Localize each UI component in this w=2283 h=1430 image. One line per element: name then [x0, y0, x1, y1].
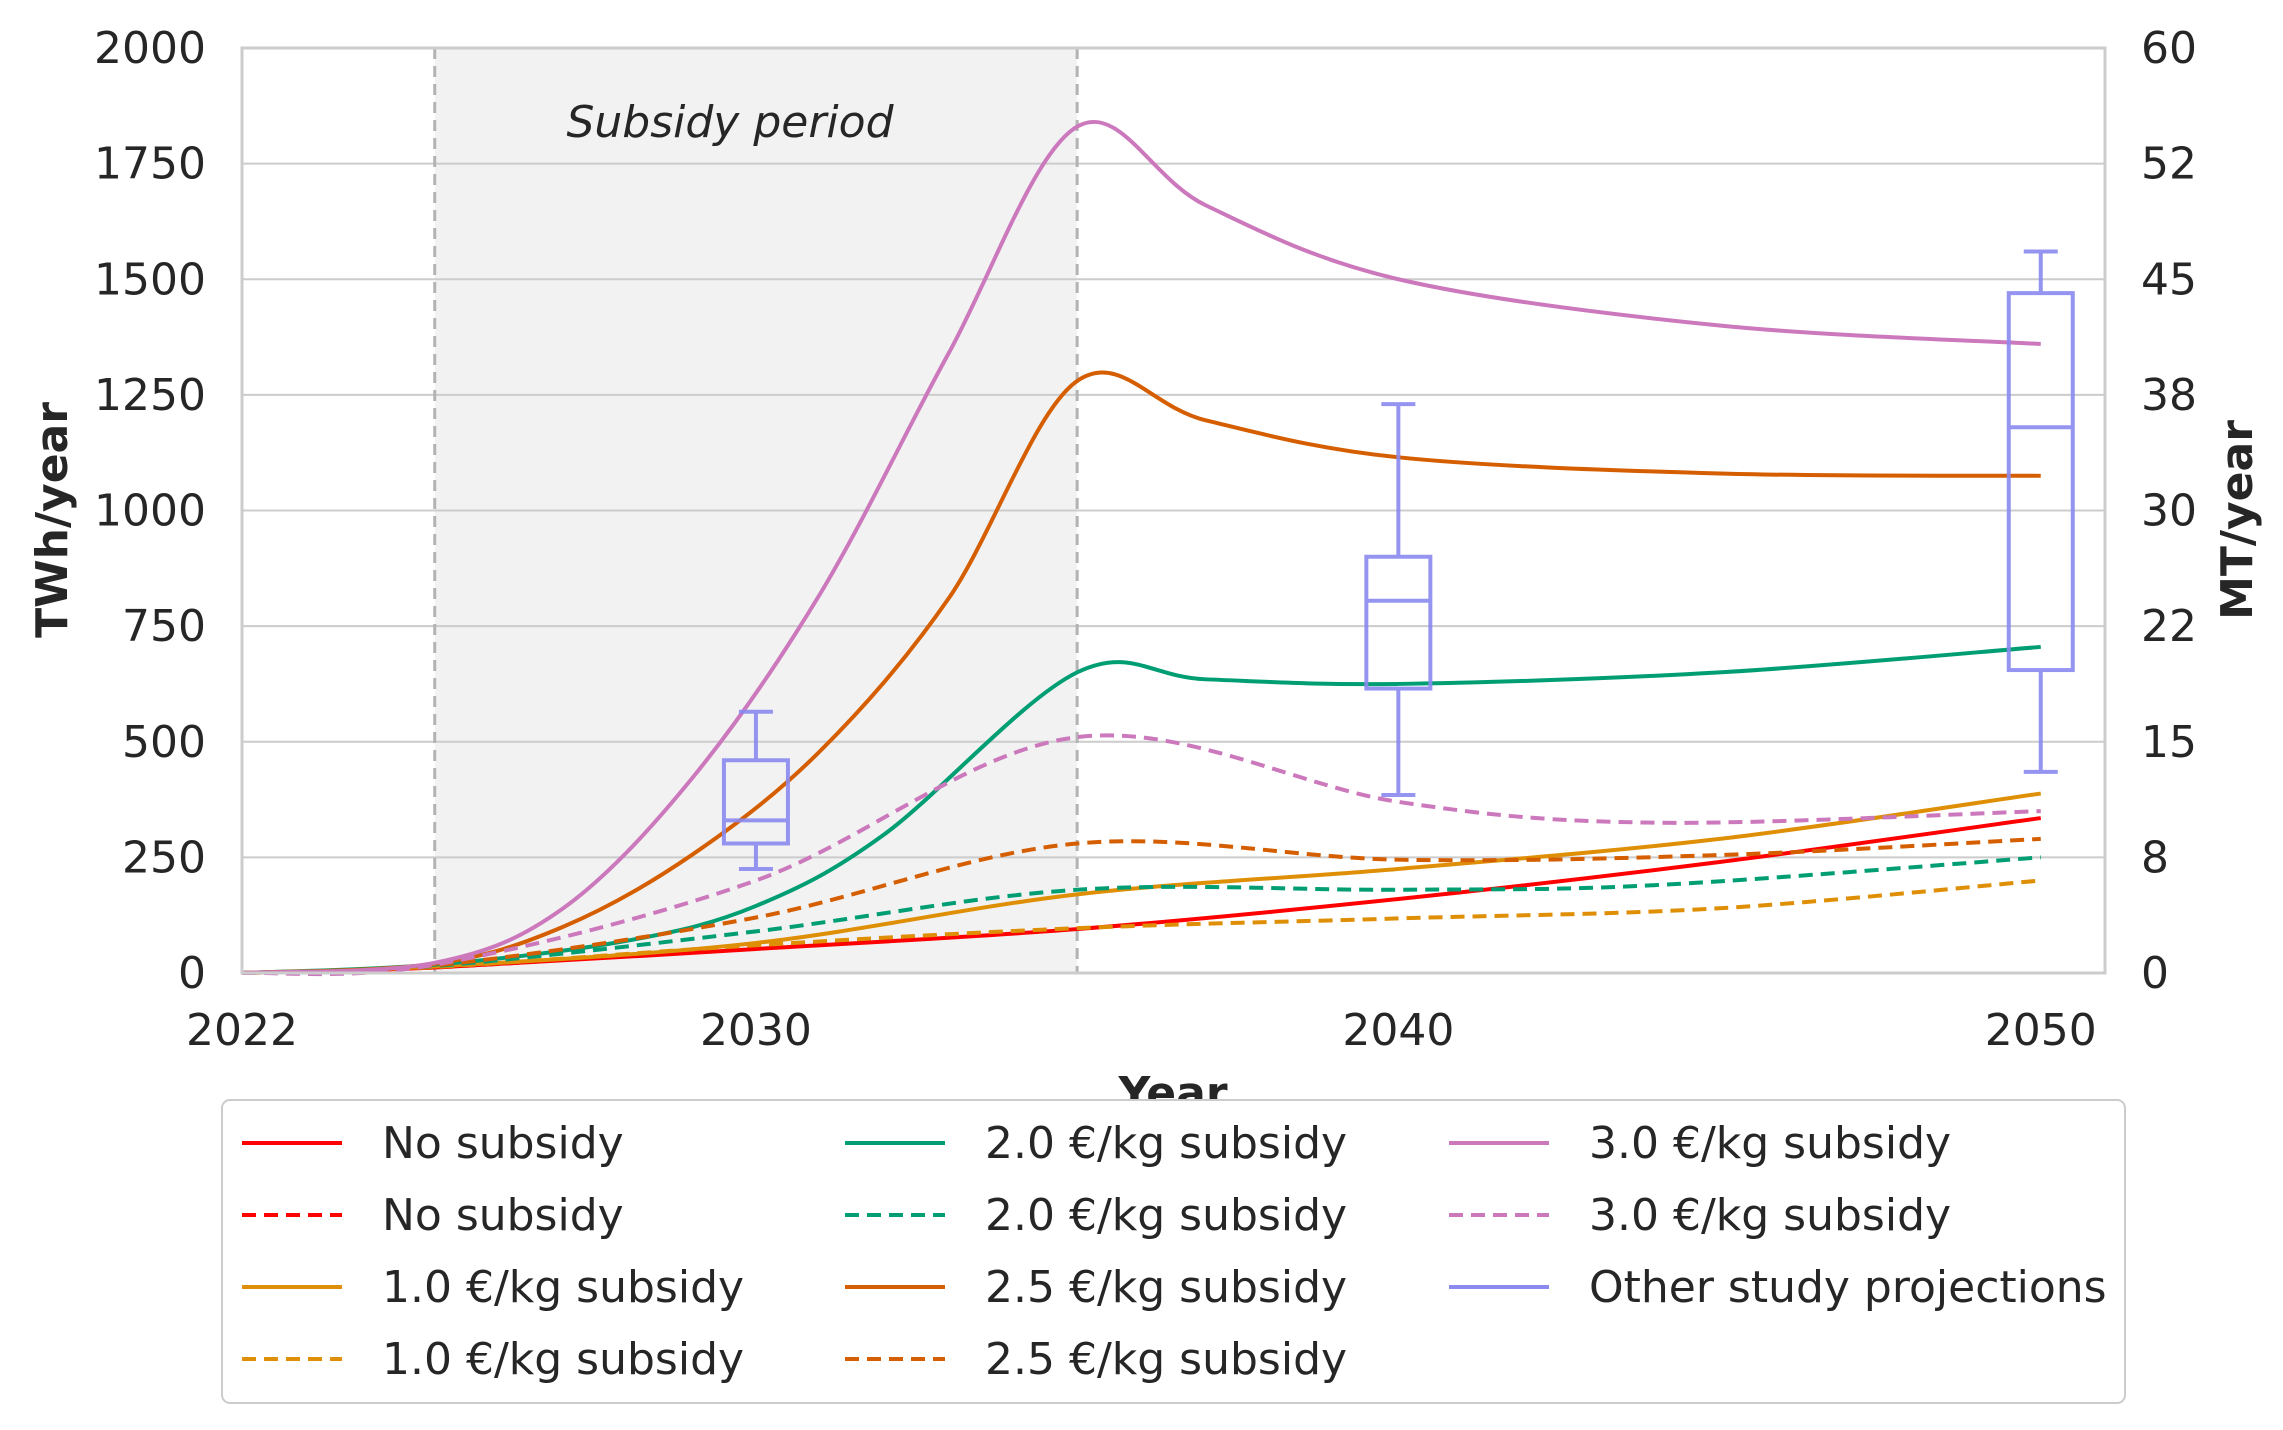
- legend-label: Other study projections: [1589, 1262, 2107, 1313]
- y2-tick-label: 52: [2141, 139, 2197, 190]
- x-tick-label: 2022: [186, 1005, 298, 1056]
- legend-label: No subsidy: [382, 1118, 624, 1169]
- y2-tick-label: 45: [2141, 254, 2197, 305]
- x-tick-label: 2050: [1985, 1005, 2097, 1056]
- legend-label: 3.0 €/kg subsidy: [1589, 1118, 1951, 1169]
- y-tick-label: 2000: [94, 23, 206, 74]
- legend-label: 3.0 €/kg subsidy: [1589, 1190, 1951, 1241]
- legend-label: No subsidy: [382, 1190, 624, 1241]
- series-line: [241, 370, 2041, 975]
- series-lines: [241, 119, 2042, 977]
- legend-label: 2.0 €/kg subsidy: [985, 1190, 1347, 1241]
- y-tick-label: 1500: [94, 254, 206, 305]
- x-tick-label: 2040: [1342, 1005, 1454, 1056]
- y-axis-label: TWh/year: [27, 402, 78, 638]
- y2-tick-label: 60: [2141, 23, 2197, 74]
- tick-labels: 0 250 500 750 1000 1250 1500 1750 2000 0 8 15 22 30 38…: [94, 23, 2197, 1056]
- legend-label: 2.5 €/kg subsidy: [985, 1262, 1347, 1313]
- legend-box: [221, 1099, 2126, 1404]
- gridlines: [242, 48, 2105, 973]
- y-tick-label: 750: [122, 601, 206, 652]
- boxplot-box: [1364, 554, 1433, 691]
- series-line: [241, 733, 2041, 977]
- legend-label: 1.0 €/kg subsidy: [382, 1262, 744, 1313]
- y2-axis-label: MT/year: [2212, 420, 2263, 620]
- boxplot: [2006, 249, 2075, 774]
- y2-tick-label: 15: [2141, 717, 2197, 768]
- x-tick-label: 2030: [700, 1005, 812, 1056]
- boxplot-box: [2006, 291, 2075, 673]
- boxplot: [1364, 402, 1433, 797]
- y2-tick-label: 30: [2141, 486, 2197, 537]
- boxplot-box: [721, 758, 790, 846]
- subsidy-period-label: Subsidy period: [566, 97, 894, 148]
- plot-frame: [240, 46, 2107, 975]
- legend-label: 1.0 €/kg subsidy: [382, 1334, 744, 1385]
- boxplot: [721, 709, 790, 871]
- series-line: [241, 119, 2041, 975]
- boxplots: [721, 249, 2075, 871]
- y-tick-label: 1750: [94, 139, 206, 190]
- legend-label: 2.5 €/kg subsidy: [985, 1334, 1347, 1385]
- axes-frame: [240, 46, 2107, 975]
- y2-tick-label: 8: [2141, 832, 2169, 883]
- y-tick-label: 250: [122, 832, 206, 883]
- y-tick-label: 1000: [94, 486, 206, 537]
- y2-tick-label: 38: [2141, 370, 2197, 421]
- y-tick-label: 0: [178, 948, 206, 999]
- legend-label: 2.0 €/kg subsidy: [985, 1118, 1347, 1169]
- legend: No subsidy No subsidy 1.0 €/kg subsidy 1.0 …: [221, 1099, 2126, 1404]
- y2-tick-label: 0: [2141, 948, 2169, 999]
- y-tick-label: 500: [122, 717, 206, 768]
- y2-tick-label: 22: [2141, 601, 2197, 652]
- y-tick-label: 1250: [94, 370, 206, 421]
